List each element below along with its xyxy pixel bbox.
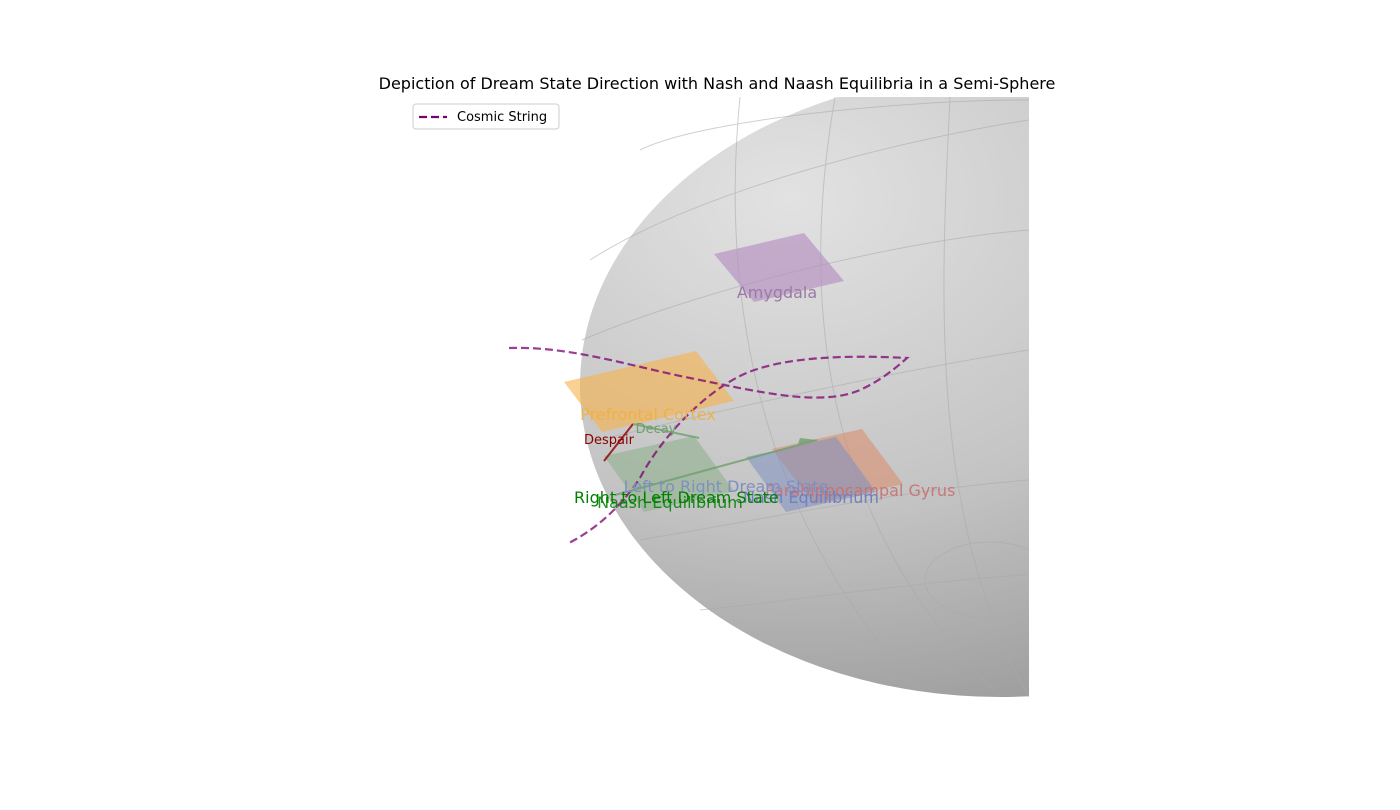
region-amygdala bbox=[714, 233, 844, 302]
label-naash-equilibrium: Naash Equilibrium bbox=[597, 493, 743, 512]
legend-frame bbox=[412, 103, 560, 130]
label-decay: Decay bbox=[636, 422, 677, 437]
label-despair: Despair bbox=[584, 433, 635, 448]
label-parahippocampal-gyrus: Parahippocampal Gyrus bbox=[765, 481, 955, 500]
label-left-to-right-dream-state: Left to Right Dream State bbox=[624, 477, 829, 496]
legend: Cosmic String bbox=[412, 103, 560, 130]
chart-title: Depiction of Dream State Direction with … bbox=[379, 74, 1056, 93]
label-amygdala: Amygdala bbox=[737, 283, 817, 302]
decay-arrow bbox=[632, 423, 700, 439]
label-nash-equilibrium: Nash Equilibrium bbox=[743, 488, 879, 507]
legend-label-cosmic-string: Cosmic String bbox=[457, 110, 547, 125]
dream-state-arrow-head bbox=[798, 438, 817, 444]
region-cingulate-gyrus bbox=[746, 437, 876, 512]
despair-arrow bbox=[603, 423, 634, 462]
label-prefrontal-cortex: Prefrontal Cortex bbox=[580, 405, 716, 424]
dream-state-arrow bbox=[614, 439, 818, 496]
region-prefrontal-cortex bbox=[564, 351, 734, 432]
region-hippocampus bbox=[604, 436, 734, 512]
cosmic-string-line bbox=[508, 346, 910, 545]
label-right-to-left-dream-state: Right to Left Dream State bbox=[574, 488, 779, 507]
sphere-facets bbox=[581, 97, 1029, 697]
